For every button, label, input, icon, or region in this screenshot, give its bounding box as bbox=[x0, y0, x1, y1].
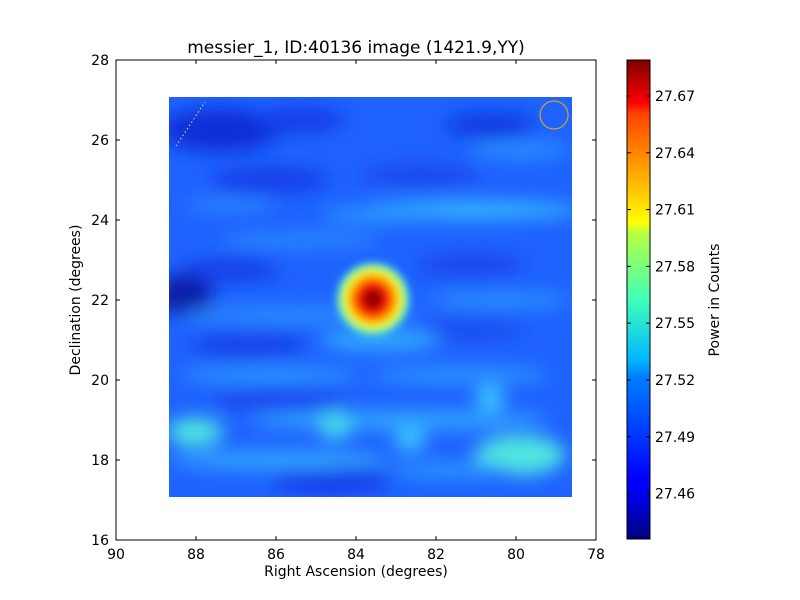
x-tick-label: 80 bbox=[507, 547, 525, 563]
colorbar-tick-label: 27.58 bbox=[655, 259, 695, 275]
y-tick-label: 24 bbox=[91, 213, 109, 229]
y-tick-label: 20 bbox=[91, 373, 109, 389]
x-tick-label: 88 bbox=[187, 547, 205, 563]
colorbar-tick-label: 27.61 bbox=[655, 203, 695, 219]
y-axis-label: Declination (degrees) bbox=[68, 225, 84, 376]
colorbar bbox=[626, 59, 651, 540]
x-tick-label: 90 bbox=[107, 547, 125, 563]
source-peak bbox=[335, 261, 411, 337]
y-tick-label: 28 bbox=[91, 53, 109, 69]
y-axis: 16 18 20 22 24 26 28 bbox=[91, 53, 596, 549]
colorbar-label: Power in Counts bbox=[707, 244, 723, 357]
dotted-line bbox=[175, 101, 206, 147]
x-axis: 90 88 86 84 82 80 78 bbox=[107, 60, 605, 563]
colorbar-ticks: 27.46 27.49 27.52 27.55 27.58 27.61 27.64 27.67 bbox=[627, 89, 695, 503]
heatmap-image bbox=[169, 97, 572, 497]
colorbar-tick-label: 27.46 bbox=[655, 487, 695, 503]
colorbar-tick-label: 27.52 bbox=[655, 373, 695, 389]
y-tick-label: 16 bbox=[91, 533, 109, 549]
y-tick-label: 22 bbox=[91, 293, 109, 309]
colorbar-tick-label: 27.55 bbox=[655, 316, 695, 332]
x-tick-label: 86 bbox=[267, 547, 285, 563]
x-axis-label: Right Ascension (degrees) bbox=[264, 564, 448, 580]
x-tick-label: 84 bbox=[347, 547, 365, 563]
y-tick-label: 26 bbox=[91, 133, 109, 149]
colorbar-tick-label: 27.67 bbox=[655, 89, 695, 105]
colorbar-tick-label: 27.49 bbox=[655, 430, 695, 446]
x-tick-label: 82 bbox=[427, 547, 445, 563]
chart-title: messier_1, ID:40136 image (1421.9,YY) bbox=[187, 38, 525, 58]
colorbar-tick-label: 27.64 bbox=[655, 146, 695, 162]
y-tick-label: 18 bbox=[91, 453, 109, 469]
x-tick-label: 78 bbox=[587, 547, 605, 563]
beam-marker bbox=[539, 100, 569, 130]
